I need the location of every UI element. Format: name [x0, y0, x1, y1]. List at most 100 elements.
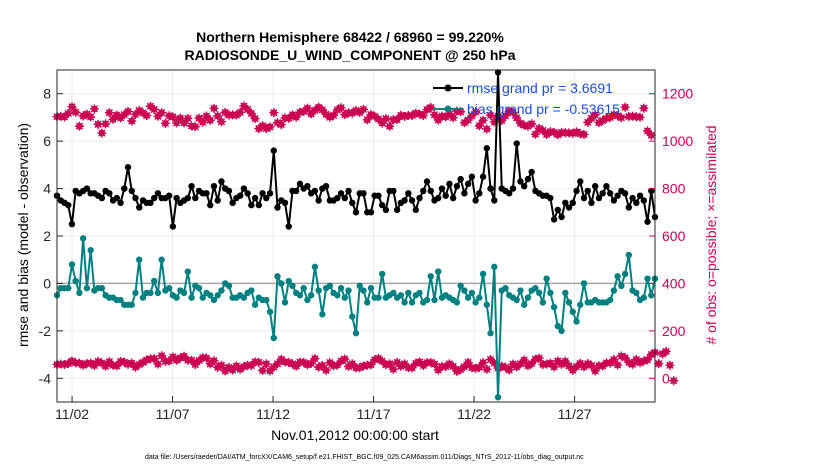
- rmse-point: [479, 173, 487, 180]
- rmse-point: [483, 145, 491, 152]
- bias-point: [180, 289, 188, 297]
- obs-assimilated-marker: [669, 376, 679, 386]
- bias-point: [165, 284, 173, 292]
- bias-point: [360, 287, 367, 294]
- bias-point: [364, 299, 371, 306]
- legend-rmse-marker: [444, 84, 452, 92]
- obs-assimilated-marker: [317, 360, 327, 370]
- rmse-point: [554, 206, 562, 214]
- obs-possible-marker: [160, 118, 170, 128]
- obs-possible-marker: [385, 121, 395, 131]
- rmse-point: [266, 190, 274, 197]
- bias-point: [79, 235, 87, 242]
- bias-point: [423, 296, 431, 304]
- bias-point: [263, 296, 270, 304]
- obs-assimilated-marker: [321, 365, 331, 375]
- obs-possible-marker: [377, 118, 387, 128]
- obs-possible-marker: [590, 110, 600, 120]
- obs-possible-marker: [579, 130, 589, 140]
- rmse-point: [487, 185, 494, 192]
- rmse-point: [296, 180, 304, 188]
- y-right-tick-label: 600: [662, 228, 686, 244]
- rmse-point: [427, 187, 434, 195]
- obs-possible-marker: [291, 112, 301, 122]
- rmse-point: [393, 206, 401, 214]
- bias-point: [375, 294, 382, 301]
- obs-assimilated-marker: [209, 356, 219, 366]
- rmse-point: [65, 201, 72, 209]
- rmse-point: [360, 190, 367, 197]
- bias-point: [334, 292, 341, 299]
- rmse-point: [83, 185, 91, 192]
- legend: rmse grand pr = 3.6691 bias grand pr = -…: [433, 80, 620, 117]
- obs-possible-marker: [67, 102, 77, 112]
- bias-point: [479, 270, 487, 278]
- x-tick-label: 11/12: [256, 406, 290, 422]
- rmse-point: [274, 204, 281, 211]
- rmse-point: [188, 183, 195, 190]
- bias-point: [401, 299, 408, 306]
- rmse-point: [113, 194, 121, 202]
- rmse-point: [244, 190, 251, 197]
- obs-possible-marker: [250, 114, 260, 124]
- rmse-point: [218, 178, 225, 185]
- obs-possible-marker: [190, 122, 200, 132]
- bias-point: [535, 289, 543, 297]
- obs-possible-marker: [246, 108, 256, 118]
- bias-point: [573, 318, 580, 325]
- obs-assimilated-marker: [478, 358, 488, 368]
- bias-point: [513, 296, 520, 304]
- obs-assimilated-marker: [228, 365, 238, 375]
- rmse-point: [184, 194, 192, 202]
- obs-possible-marker: [616, 113, 626, 123]
- obs-possible-marker: [101, 119, 111, 129]
- rmse-point: [520, 183, 528, 190]
- obs-possible-marker: [153, 111, 163, 121]
- bias-point: [352, 330, 360, 337]
- bias-point: [98, 284, 106, 292]
- bias-markers: [53, 235, 659, 401]
- rmse-point: [524, 175, 532, 183]
- obs-assimilated-marker: [519, 355, 529, 365]
- obs-assimilated-marker: [261, 359, 271, 369]
- obs-possible-marker: [104, 108, 114, 118]
- rmse-point: [251, 194, 259, 202]
- rmse-point: [599, 190, 606, 197]
- rmse-point: [468, 173, 476, 180]
- obs-assimilated-marker: [661, 346, 671, 356]
- bias-point: [476, 294, 483, 301]
- rmse-point: [547, 194, 554, 202]
- rmse-point: [420, 187, 427, 195]
- rmse-point: [584, 187, 591, 195]
- rmse-point: [315, 197, 322, 204]
- y-left-tick-label: 0: [43, 275, 51, 291]
- bias-point: [539, 299, 547, 306]
- bias-point: [195, 284, 203, 292]
- rmse-point: [236, 192, 244, 199]
- obs-assimilated-marker: [164, 356, 174, 366]
- obs-assimilated-marker: [534, 353, 544, 363]
- bias-point: [614, 273, 621, 280]
- obs-possible-marker: [276, 120, 286, 130]
- rmse-point: [165, 192, 173, 199]
- bias-point: [565, 299, 573, 306]
- obs-assimilated-marker: [549, 362, 559, 372]
- rmse-point: [457, 175, 464, 183]
- rmse-point: [405, 190, 412, 197]
- obs-assimilated-marker: [149, 354, 159, 364]
- rmse-point: [210, 183, 218, 190]
- bias-point: [87, 247, 94, 254]
- rmse-point: [248, 201, 255, 209]
- rmse-point: [136, 204, 143, 211]
- bias-point: [543, 275, 550, 282]
- obs-possible-marker: [269, 108, 279, 118]
- obs-assimilated-marker: [89, 360, 99, 370]
- rmse-point: [68, 220, 76, 228]
- rmse-point: [625, 204, 633, 211]
- bias-point: [150, 277, 158, 285]
- rmse-point: [580, 194, 588, 202]
- bias-point: [132, 289, 139, 297]
- y-left-tick-label: 6: [43, 133, 51, 149]
- bias-point: [147, 289, 154, 297]
